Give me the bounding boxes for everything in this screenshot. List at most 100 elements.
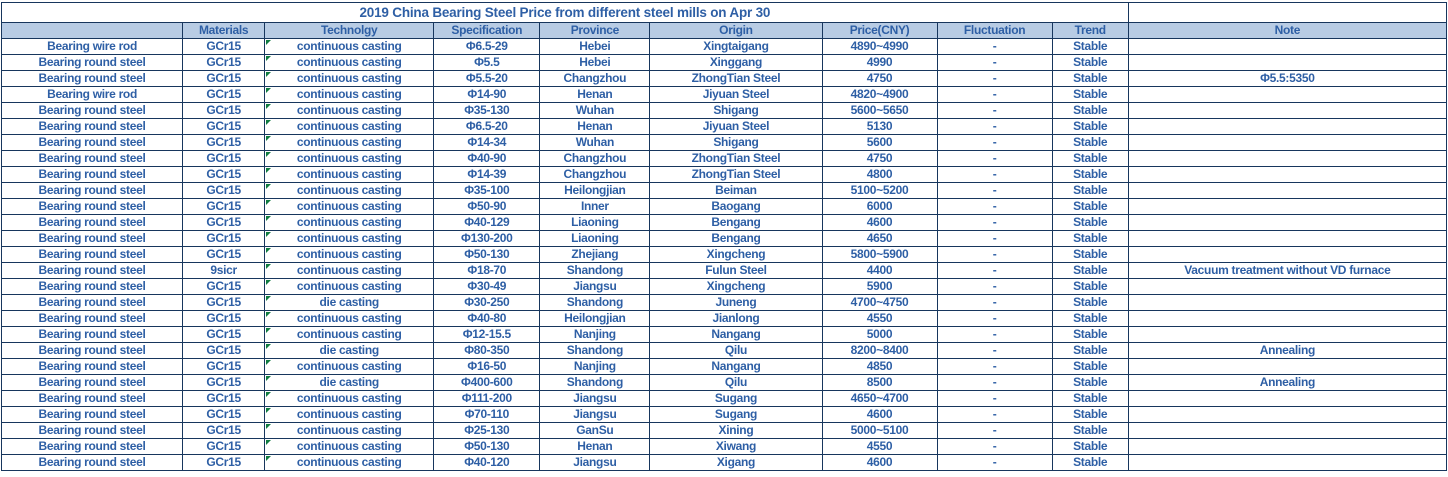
cell-materials[interactable]: GCr15 <box>182 358 266 375</box>
cell-province[interactable]: Shandong <box>539 294 651 311</box>
cell-materials[interactable]: GCr15 <box>182 54 266 71</box>
cell-origin[interactable]: Qilu <box>649 342 823 359</box>
cell-origin[interactable]: Shigang <box>649 134 823 151</box>
cell-price[interactable]: 4600 <box>821 406 938 423</box>
cell-technology[interactable]: continuous casting <box>264 86 435 103</box>
cell-specification[interactable]: Φ130-200 <box>433 230 541 247</box>
cell-technology[interactable]: continuous casting <box>264 262 435 279</box>
cell-price[interactable]: 4850 <box>821 358 938 375</box>
cell-price[interactable]: 4600 <box>821 454 938 471</box>
cell-trend[interactable]: Stable <box>1051 406 1129 423</box>
cell-technology[interactable]: continuous casting <box>264 182 435 199</box>
cell-specification[interactable]: Φ6.5-20 <box>433 118 541 135</box>
cell-origin[interactable]: Fulun Steel <box>649 262 823 279</box>
cell-province[interactable]: Henan <box>539 118 651 135</box>
cell-specification[interactable]: Φ50-90 <box>433 198 541 215</box>
cell-fluctuation[interactable]: - <box>936 294 1053 311</box>
cell-price[interactable]: 4800 <box>821 166 938 183</box>
cell-trend[interactable]: Stable <box>1051 438 1129 455</box>
cell-materials[interactable]: GCr15 <box>182 166 266 183</box>
cell-note[interactable] <box>1127 438 1448 455</box>
cell-fluctuation[interactable]: - <box>936 54 1053 71</box>
cell-fluctuation[interactable]: - <box>936 214 1053 231</box>
cell-materials[interactable]: GCr15 <box>182 102 266 119</box>
cell-price[interactable]: 8200~8400 <box>821 342 938 359</box>
cell-trend[interactable]: Stable <box>1051 422 1129 439</box>
cell-trend[interactable]: Stable <box>1051 118 1129 135</box>
cell-name[interactable]: Bearing round steel <box>0 246 184 263</box>
cell-trend[interactable]: Stable <box>1051 54 1129 71</box>
cell-price[interactable]: 5600~5650 <box>821 102 938 119</box>
cell-trend[interactable]: Stable <box>1051 182 1129 199</box>
cell-price[interactable]: 4650 <box>821 230 938 247</box>
cell-materials[interactable]: GCr15 <box>182 406 266 423</box>
cell-trend[interactable]: Stable <box>1051 214 1129 231</box>
cell-trend[interactable]: Stable <box>1051 342 1129 359</box>
cell-name[interactable]: Bearing round steel <box>0 262 184 279</box>
cell-fluctuation[interactable]: - <box>936 198 1053 215</box>
column-header-technology[interactable]: Technolgy <box>264 22 435 39</box>
cell-technology[interactable]: continuous casting <box>264 438 435 455</box>
cell-name[interactable]: Bearing round steel <box>0 166 184 183</box>
cell-note[interactable]: Annealing <box>1127 342 1448 359</box>
cell-name[interactable]: Bearing round steel <box>0 454 184 471</box>
cell-note[interactable] <box>1127 310 1448 327</box>
cell-origin[interactable]: Jiyuan Steel <box>649 118 823 135</box>
cell-specification[interactable]: Φ70-110 <box>433 406 541 423</box>
cell-name[interactable]: Bearing round steel <box>0 214 184 231</box>
cell-technology[interactable]: continuous casting <box>264 422 435 439</box>
cell-origin[interactable]: Nangang <box>649 326 823 343</box>
cell-origin[interactable]: Shigang <box>649 102 823 119</box>
cell-province[interactable]: Jiangsu <box>539 278 651 295</box>
cell-specification[interactable]: Φ14-39 <box>433 166 541 183</box>
cell-name[interactable]: Bearing round steel <box>0 390 184 407</box>
cell-origin[interactable]: Bengang <box>649 214 823 231</box>
cell-fluctuation[interactable]: - <box>936 310 1053 327</box>
cell-technology[interactable]: continuous casting <box>264 54 435 71</box>
cell-technology[interactable]: continuous casting <box>264 246 435 263</box>
cell-note[interactable] <box>1127 86 1448 103</box>
cell-specification[interactable]: Φ35-130 <box>433 102 541 119</box>
cell-price[interactable]: 5000 <box>821 326 938 343</box>
cell-origin[interactable]: Xinggang <box>649 54 823 71</box>
cell-fluctuation[interactable]: - <box>936 150 1053 167</box>
cell-note[interactable] <box>1127 326 1448 343</box>
cell-name[interactable]: Bearing round steel <box>0 422 184 439</box>
cell-fluctuation[interactable]: - <box>936 342 1053 359</box>
cell-trend[interactable]: Stable <box>1051 310 1129 327</box>
cell-name[interactable]: Bearing round steel <box>0 406 184 423</box>
cell-price[interactable]: 4820~4900 <box>821 86 938 103</box>
cell-province[interactable]: Hebei <box>539 38 651 55</box>
cell-technology[interactable]: continuous casting <box>264 102 435 119</box>
cell-price[interactable]: 4550 <box>821 438 938 455</box>
cell-province[interactable]: Jiangsu <box>539 406 651 423</box>
cell-name[interactable]: Bearing round steel <box>0 294 184 311</box>
cell-origin[interactable]: Juneng <box>649 294 823 311</box>
column-header-specification[interactable]: Specification <box>433 22 541 39</box>
cell-name[interactable]: Bearing round steel <box>0 102 184 119</box>
cell-technology[interactable]: continuous casting <box>264 166 435 183</box>
cell-technology[interactable]: continuous casting <box>264 198 435 215</box>
cell-fluctuation[interactable]: - <box>936 278 1053 295</box>
cell-price[interactable]: 5800~5900 <box>821 246 938 263</box>
cell-materials[interactable]: GCr15 <box>182 214 266 231</box>
cell-fluctuation[interactable]: - <box>936 70 1053 87</box>
cell-specification[interactable]: Φ5.5-20 <box>433 70 541 87</box>
cell-specification[interactable]: Φ6.5-29 <box>433 38 541 55</box>
cell-origin[interactable]: Xingtaigang <box>649 38 823 55</box>
column-header-blank[interactable] <box>0 22 184 39</box>
column-header-trend[interactable]: Trend <box>1051 22 1129 39</box>
cell-specification[interactable]: Φ5.5 <box>433 54 541 71</box>
cell-price[interactable]: 4400 <box>821 262 938 279</box>
cell-note[interactable] <box>1127 150 1448 167</box>
cell-origin[interactable]: ZhongTian Steel <box>649 70 823 87</box>
cell-fluctuation[interactable]: - <box>936 182 1053 199</box>
cell-origin[interactable]: Nangang <box>649 358 823 375</box>
cell-trend[interactable]: Stable <box>1051 294 1129 311</box>
cell-specification[interactable]: Φ25-130 <box>433 422 541 439</box>
cell-materials[interactable]: 9sicr <box>182 262 266 279</box>
cell-note[interactable] <box>1127 246 1448 263</box>
cell-trend[interactable]: Stable <box>1051 278 1129 295</box>
cell-materials[interactable]: GCr15 <box>182 422 266 439</box>
cell-fluctuation[interactable]: - <box>936 390 1053 407</box>
